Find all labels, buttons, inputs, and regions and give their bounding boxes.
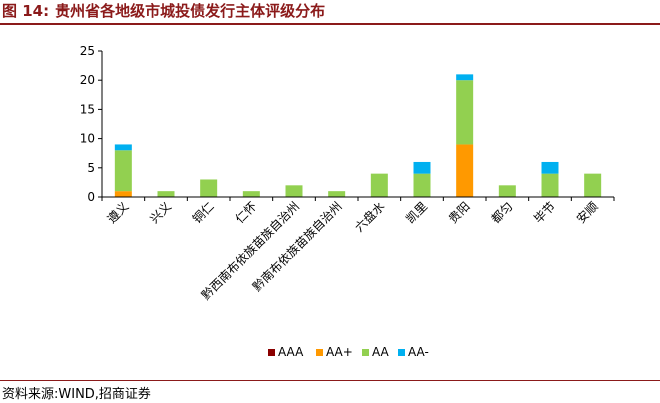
bar-segment-aa-minus	[114, 144, 132, 151]
x-category-label: 凯里	[403, 199, 430, 226]
legend-label: AA-	[408, 345, 429, 359]
bar-segment-aa	[114, 150, 132, 192]
x-category-label: 安顺	[573, 199, 601, 227]
bar-segment-aa	[157, 191, 175, 197]
x-category-label: 六盘水	[351, 199, 387, 235]
x-category-label: 毕节	[531, 199, 558, 226]
source-note: 资料来源:WIND,招商证券	[2, 387, 151, 402]
bar-segment-aa	[285, 185, 303, 197]
x-category-label: 都匀	[489, 199, 516, 226]
bar-segment-aa-plus	[456, 144, 474, 197]
legend-label: AAA	[278, 345, 304, 359]
y-tick-label: 15	[80, 102, 95, 116]
bar-segment-aa	[328, 191, 346, 197]
figure-title: 图 14: 贵州省各地级市城投债发行主体评级分布	[2, 0, 325, 22]
bar-segment-aa-plus	[114, 191, 132, 197]
legend-swatch	[362, 349, 369, 356]
legend-swatch	[268, 349, 275, 356]
figure-title-text: 贵州省各地级市城投债发行主体评级分布	[55, 2, 326, 20]
x-category-label: 贵阳	[446, 199, 473, 226]
x-category-label: 兴义	[147, 199, 174, 226]
legend-label: AA	[372, 345, 390, 359]
bar-segment-aa	[541, 173, 559, 197]
bar-segment-aa	[413, 173, 431, 197]
bar-segment-aa	[200, 179, 218, 197]
legend-swatch	[316, 349, 323, 356]
bar-segment-aa-minus	[413, 161, 431, 174]
x-category-label: 遵义	[104, 199, 132, 227]
bar-segment-aa-minus	[541, 161, 559, 174]
stacked-bar-chart: 0510152025遵义 兴义 铜仁 仁怀黔西南布依族苗族自治州黔南布依族苗族自治州六…	[80, 44, 615, 359]
figure-number: 图 14:	[2, 2, 50, 20]
bar-segment-aa	[370, 173, 388, 197]
y-tick-label: 25	[80, 44, 95, 58]
footer-rule	[0, 380, 660, 381]
bar-segment-aa	[584, 173, 602, 197]
y-tick-label: 10	[80, 132, 95, 146]
y-tick-label: 0	[87, 190, 95, 204]
y-tick-label: 20	[80, 73, 95, 87]
title-rule	[0, 23, 660, 25]
legend-label: AA+	[326, 345, 353, 359]
bar-segment-aa-minus	[456, 74, 474, 81]
x-category-label: 铜仁	[189, 199, 217, 227]
bar-segment-aa	[242, 191, 260, 197]
legend-swatch	[398, 349, 405, 356]
bar-segment-aa	[456, 80, 474, 145]
x-category-label: 仁怀	[233, 199, 260, 226]
bar-segment-aa	[498, 185, 516, 197]
y-tick-label: 5	[87, 161, 95, 175]
